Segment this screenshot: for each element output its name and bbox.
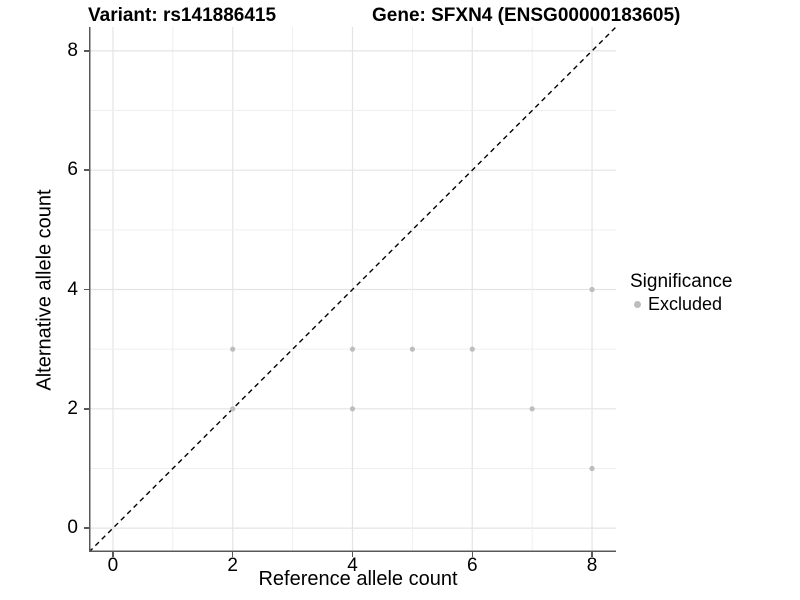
x-axis-title: Reference allele count [258,568,458,590]
y-tick-mark [84,527,89,529]
y-tick-label: 6 [67,159,78,181]
legend-item-excluded: Excluded [630,294,732,314]
x-tick-label: 4 [347,555,358,576]
y-tick-mark [84,169,89,171]
data-point [469,346,475,352]
legend-title: Significance [630,271,733,292]
x-tick-mark [591,552,593,557]
y-tick-mark [84,408,89,410]
data-point [589,286,595,293]
x-tick-mark [351,552,354,557]
y-tick-label: 4 [67,278,78,300]
data-point [230,406,236,412]
y-tick-label: 2 [67,397,78,419]
identity-line [89,27,616,552]
x-tick-label: 2 [227,555,238,576]
x-tick-mark [471,552,474,557]
data-point [529,406,535,412]
y-tick-mark [84,50,89,52]
y-tick-label: 0 [67,517,78,539]
data-point [589,465,595,472]
data-point [349,346,356,352]
x-tick-label: 0 [107,555,119,576]
x-tick-label: 8 [586,555,598,576]
y-tick-mark [84,288,89,291]
x-tick-mark [112,552,114,557]
data-point [230,346,236,352]
x-tick-label: 6 [466,555,478,576]
legend: Significance Excluded [630,271,732,314]
plot-panel [89,27,616,552]
data-point [349,406,356,412]
y-tick-label: 8 [67,39,78,61]
legend-item-label: Excluded [648,294,723,314]
plot-title-gene: Gene: SFXN4 (ENSG00000183605) [372,5,681,26]
x-tick-mark [231,552,234,557]
data-point [409,346,415,352]
plot-title-variant: Variant: rs141886415 [88,5,277,26]
plot-canvas [89,27,616,552]
legend-point-swatch [634,300,641,308]
